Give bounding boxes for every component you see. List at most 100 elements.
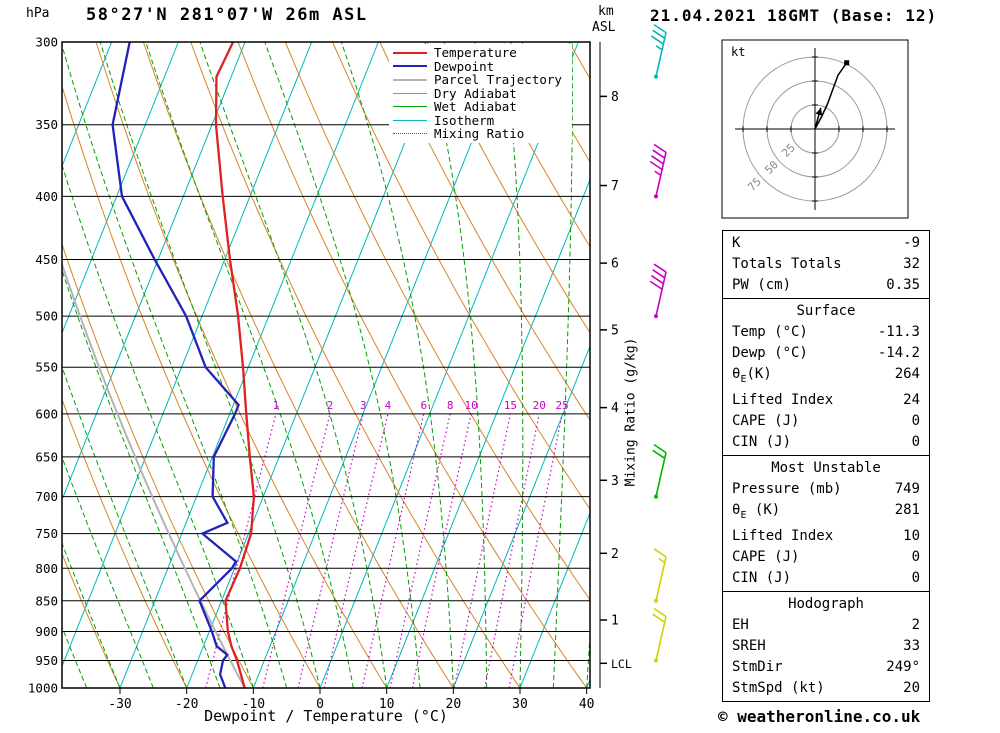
svg-text:700: 700: [35, 489, 58, 504]
legend-item: Mixing Ratio: [393, 126, 568, 142]
svg-text:400: 400: [35, 189, 58, 204]
table-row-value: 24: [903, 391, 920, 408]
table-row-label: CIN (J): [732, 569, 792, 586]
table-row-label: CAPE (J): [732, 412, 800, 429]
legend-label: Wet Adiabat: [434, 99, 517, 115]
svg-text:-10: -10: [242, 697, 265, 712]
svg-text:2: 2: [327, 399, 334, 412]
table-row: Pressure (mb) 749: [723, 479, 929, 500]
table-row-value: 0.35: [886, 277, 920, 293]
wind-barb: [653, 548, 667, 603]
svg-text:-20: -20: [175, 697, 198, 712]
legend-label: Temperature: [434, 45, 517, 61]
table-row-label: CAPE (J): [732, 548, 800, 565]
table-row-label: Pressure (mb): [732, 480, 842, 497]
svg-text:15: 15: [504, 399, 517, 412]
table-row-value: -11.3: [877, 324, 920, 340]
table-row-value: 281: [894, 501, 920, 518]
legend-line-sample: [393, 78, 427, 81]
wind-barb: [650, 23, 667, 79]
table-row: Lifted Index 24: [723, 390, 929, 411]
svg-text:650: 650: [35, 449, 58, 464]
station-title: 58°27'N 281°07'W 26m ASL: [86, 5, 368, 25]
svg-text:800: 800: [35, 561, 58, 576]
table-row-label: CIN (J): [732, 433, 792, 450]
svg-text:8: 8: [611, 90, 619, 105]
table-row-label: StmDir: [732, 658, 783, 675]
km-axis-label-km: km: [598, 4, 614, 19]
svg-text:10: 10: [465, 399, 478, 412]
table-row-value: -14.2: [877, 345, 920, 361]
temperature-tick-labels: -30 -20 -10 0 10 20 30 40: [108, 688, 594, 712]
table-row: SREH 33: [723, 636, 929, 657]
table-row: K -9: [723, 233, 929, 254]
svg-text:0: 0: [316, 697, 324, 712]
table-row-value: 10: [903, 527, 920, 544]
legend-label: Dewpoint: [434, 58, 495, 74]
table-row: PW (cm) 0.35: [723, 275, 929, 296]
indices-panel: K -9 Totals Totals 32 PW (cm) 0.35: [722, 230, 930, 299]
legend-item: Dewpoint: [393, 58, 568, 74]
table-row: EH 2: [723, 615, 929, 636]
legend-line-sample: [393, 65, 427, 68]
svg-text:450: 450: [35, 252, 58, 267]
svg-text:20: 20: [533, 399, 546, 412]
svg-text:600: 600: [35, 406, 58, 421]
km-axis: 8 7 6 5 4 3 2 1 LCL: [599, 42, 632, 688]
svg-text:25: 25: [555, 399, 568, 412]
table-row-value: 264: [894, 366, 920, 382]
svg-text:6: 6: [420, 399, 427, 412]
table-row: θE (K) 281: [723, 500, 929, 526]
svg-text:500: 500: [35, 309, 58, 324]
mixing-ratio-axis-label: Mixing Ratio (g/kg): [623, 337, 639, 487]
legend-label: Parcel Trajectory: [434, 72, 562, 88]
svg-text:850: 850: [35, 593, 58, 608]
table-row-label: Lifted Index: [732, 391, 834, 408]
svg-text:3: 3: [360, 399, 367, 412]
parcel-trajectory-curve: [62, 261, 246, 688]
table-row-value: 32: [903, 256, 920, 272]
svg-text:1000: 1000: [28, 681, 58, 696]
run-title: 21.04.2021 18GMT (Base: 12): [650, 6, 938, 25]
most-unstable-panel: Most Unstable Pressure (mb) 749 θE (K) 281 L…: [722, 454, 930, 592]
table-row-label: K: [732, 235, 741, 251]
table-row-value: 249°: [886, 658, 920, 675]
svg-text:550: 550: [35, 360, 58, 375]
svg-text:1: 1: [273, 399, 280, 412]
svg-text:8: 8: [447, 399, 454, 412]
table-row-label: SREH: [732, 637, 766, 654]
legend-item: Parcel Trajectory: [393, 72, 568, 88]
svg-text:3: 3: [611, 474, 619, 489]
svg-text:5: 5: [611, 323, 619, 338]
legend-label: Mixing Ratio: [434, 126, 525, 142]
table-row: StmDir 249°: [723, 657, 929, 678]
km-axis-label-asl: ASL: [592, 20, 616, 35]
svg-text:750: 750: [35, 526, 58, 541]
legend-label: Isotherm: [434, 112, 495, 128]
surface-panel-title: Surface: [796, 303, 856, 319]
svg-text:4: 4: [611, 401, 619, 416]
table-row-label: PW (cm): [732, 277, 792, 293]
x-axis-label: Dewpoint / Temperature (°C): [204, 707, 448, 725]
legend-line-sample: [393, 119, 427, 121]
table-row-value: 33: [903, 637, 920, 654]
table-row: Dewp (°C) -14.2: [723, 343, 929, 364]
hodograph-unit-label: kt: [731, 45, 746, 59]
table-row-value: -9: [903, 235, 920, 251]
svg-text:20: 20: [446, 697, 462, 712]
mixing-ratio-labels: 1 2 3 4 6 8 10 15 20 25: [272, 399, 568, 412]
legend-line-sample: [393, 133, 427, 135]
svg-text:7: 7: [611, 179, 619, 194]
table-row-value: 20: [903, 679, 920, 696]
legend-line-sample: [393, 51, 427, 54]
wind-barb: [652, 443, 667, 499]
svg-text:2: 2: [611, 547, 619, 562]
table-row-label: StmSpd (kt): [732, 679, 825, 696]
legend-item: Wet Adiabat: [393, 99, 568, 115]
most-unstable-panel-title: Most Unstable: [771, 459, 881, 476]
svg-text:900: 900: [35, 624, 58, 639]
hodograph-panel-title: Hodograph: [788, 595, 864, 612]
pressure-tick-labels: 300 350 400 450 500 550 600 650 700 750 800 850 900 9…: [28, 35, 58, 696]
